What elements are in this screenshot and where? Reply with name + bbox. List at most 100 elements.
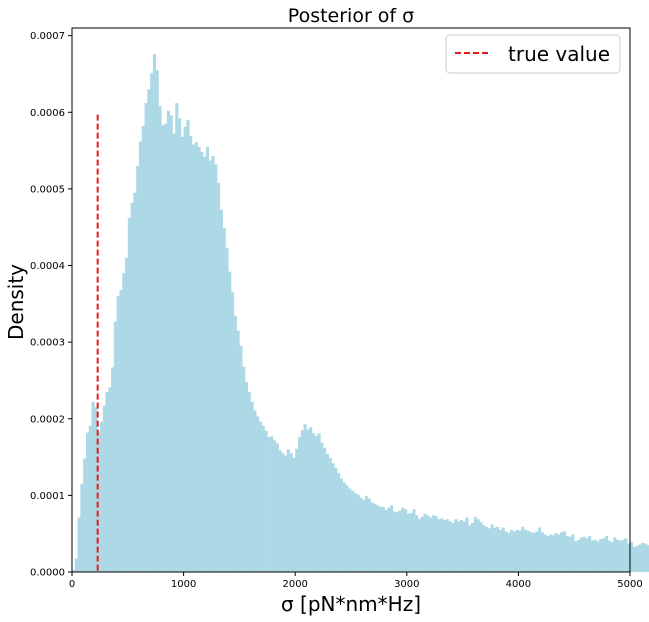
histogram-bar	[624, 538, 628, 572]
histogram-bar	[643, 543, 648, 572]
histogram-bar	[278, 450, 282, 572]
histogram-bar	[233, 316, 237, 572]
histogram-bar	[529, 532, 533, 572]
y-tick-label: 0.0001	[30, 491, 65, 502]
histogram-bar	[267, 437, 271, 572]
histogram-bar	[256, 416, 260, 572]
histogram-bar	[462, 521, 466, 572]
histogram-bar	[203, 156, 207, 572]
histogram-bar	[178, 118, 182, 573]
histogram-bar	[496, 526, 500, 572]
legend-label: true value	[508, 42, 610, 66]
histogram-bar	[501, 527, 505, 572]
histogram-bar	[323, 447, 327, 572]
histogram-bar	[476, 519, 480, 572]
histogram-bar	[618, 540, 622, 572]
histogram-bar	[406, 513, 410, 572]
x-tick-label: 5000	[617, 579, 642, 590]
histogram-bar	[164, 123, 168, 572]
histogram-bar	[211, 155, 215, 572]
histogram-bar	[493, 527, 497, 572]
histogram-bar	[370, 502, 374, 572]
histogram-bar	[334, 467, 338, 572]
histogram-bar	[490, 524, 494, 572]
histogram-bar	[74, 558, 78, 572]
histogram-bar	[445, 519, 449, 572]
histogram-bar	[468, 525, 472, 572]
histogram-bar	[77, 517, 81, 572]
histogram-bar	[130, 202, 134, 572]
histogram-bar	[166, 110, 170, 572]
histogram-bar	[303, 424, 307, 572]
histogram-bar	[231, 292, 235, 572]
histogram-bar	[116, 296, 120, 572]
histogram-bar	[94, 407, 98, 572]
histogram-bar	[557, 534, 561, 572]
histogram-bar	[568, 536, 572, 572]
histogram-bar	[448, 521, 452, 572]
histogram-bar	[219, 209, 223, 572]
histogram-bar	[632, 546, 636, 572]
histogram-bar	[186, 119, 190, 572]
histogram-bar	[208, 160, 212, 572]
histogram-bar	[295, 448, 299, 572]
histogram-bar	[320, 442, 324, 572]
histogram-bar	[582, 536, 586, 572]
histogram-bar	[353, 493, 357, 572]
histogram-bar	[512, 531, 516, 572]
histogram-bar	[381, 506, 385, 572]
histogram-bar	[510, 529, 514, 572]
histogram-bar	[526, 530, 530, 572]
histogram-bar	[635, 545, 639, 572]
histogram-bar	[99, 421, 103, 572]
histogram-bar	[80, 483, 84, 572]
histogram-bar	[604, 535, 608, 572]
histogram-bar	[217, 182, 221, 572]
histogram-bar	[306, 429, 310, 572]
histogram-bar	[440, 518, 444, 572]
histogram-bar	[83, 458, 87, 572]
histogram-bar	[415, 515, 419, 572]
histogram-bar	[395, 512, 399, 572]
x-tick-label: 0	[69, 579, 75, 590]
histogram-bar	[543, 534, 547, 572]
histogram-bar	[459, 519, 463, 572]
histogram-bar	[328, 457, 332, 572]
histogram-bar	[309, 427, 313, 572]
histogram-bar	[515, 529, 519, 572]
histogram-bar	[253, 410, 257, 572]
histogram-bar	[348, 488, 352, 572]
histogram-bar	[498, 529, 502, 572]
histogram-bar	[549, 534, 553, 572]
histogram-bar	[289, 453, 293, 572]
histogram-bar	[387, 507, 391, 572]
histogram-bar	[426, 515, 430, 572]
histogram-bar	[518, 530, 522, 572]
histogram-bar	[258, 421, 263, 572]
y-tick-label: 0.0007	[30, 31, 65, 42]
histogram-bar	[417, 519, 422, 572]
histogram-bar	[646, 545, 649, 572]
histogram-bar	[367, 498, 371, 572]
x-tick-label: 3000	[394, 579, 419, 590]
histogram-bar	[588, 535, 592, 572]
histogram-bar	[398, 510, 402, 572]
x-axis-ticks: 0 1000 2000 3000 4000 5000	[69, 572, 643, 590]
legend-box	[445, 34, 621, 74]
histogram-bar	[275, 443, 279, 572]
histogram-bar	[270, 436, 274, 572]
histogram-bar	[122, 273, 126, 572]
histogram-bar	[113, 321, 117, 572]
histogram-bar	[133, 192, 137, 572]
legend: true value	[445, 34, 621, 74]
histogram-bar	[141, 126, 145, 572]
histogram-bar	[613, 537, 617, 572]
histogram-bar	[284, 455, 288, 572]
histogram-bar	[351, 490, 355, 572]
histogram-bar	[551, 535, 555, 572]
histogram-bar	[180, 136, 184, 573]
histogram-bar	[108, 387, 112, 572]
histogram-bar	[507, 532, 511, 572]
histogram-bar	[272, 440, 276, 572]
histogram-bar	[127, 218, 131, 572]
